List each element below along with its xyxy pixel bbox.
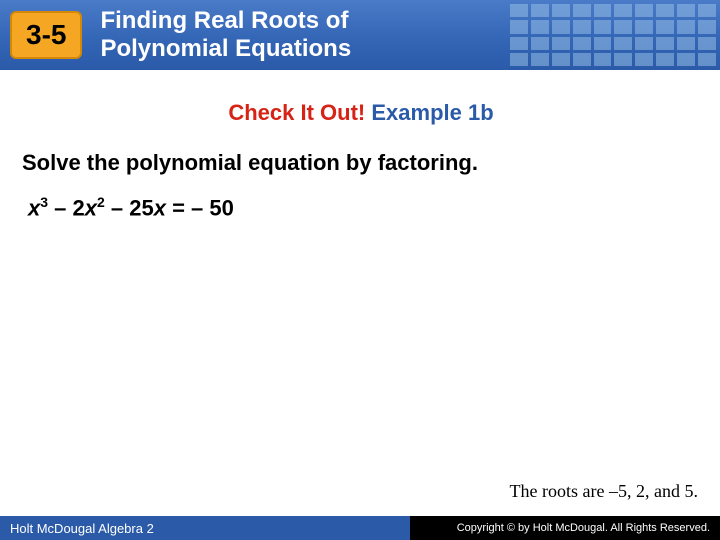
example-number-label: Example 1b — [365, 100, 493, 125]
lesson-title: Finding Real Roots of Polynomial Equatio… — [100, 7, 351, 62]
slide-footer: Holt McDougal Algebra 2 Copyright © by H… — [0, 516, 720, 540]
slide-content: Check It Out! Example 1b Solve the polyn… — [0, 70, 720, 221]
title-line-1: Finding Real Roots of — [100, 7, 348, 34]
check-it-out-label: Check It Out! — [228, 100, 365, 125]
footer-copyright: Copyright © by Holt McDougal. All Rights… — [410, 516, 720, 540]
instruction-text: Solve the polynomial equation by factori… — [22, 150, 700, 176]
footer-book-title: Holt McDougal Algebra 2 — [0, 516, 410, 540]
example-heading: Check It Out! Example 1b — [22, 100, 700, 126]
polynomial-equation: x3 – 2x2 – 25x = – 50 — [28, 194, 700, 221]
title-line-2: Polynomial Equations — [100, 35, 351, 62]
roots-answer: The roots are –5, 2, and 5. — [510, 481, 698, 502]
section-number-badge: 3-5 — [10, 11, 82, 59]
lesson-header: 3-5 Finding Real Roots of Polynomial Equ… — [0, 0, 720, 70]
header-grid-decoration — [510, 0, 720, 70]
